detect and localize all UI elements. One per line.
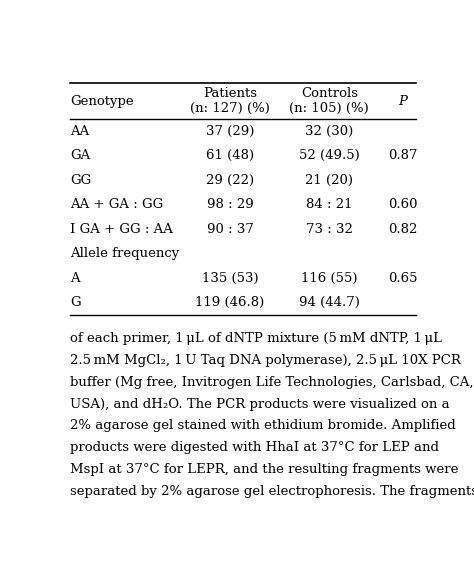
Text: 119 (46.8): 119 (46.8) <box>195 296 264 309</box>
Text: USA), and dH₂O. The PCR products were visualized on a: USA), and dH₂O. The PCR products were vi… <box>70 397 450 411</box>
Text: MspI at 37°C for LEPR, and the resulting fragments were: MspI at 37°C for LEPR, and the resulting… <box>70 463 459 476</box>
Text: Allele frequency: Allele frequency <box>70 247 180 260</box>
Text: 61 (48): 61 (48) <box>206 149 254 162</box>
Text: separated by 2% agarose gel electrophoresis. The fragments: separated by 2% agarose gel electrophore… <box>70 485 474 498</box>
Text: 135 (53): 135 (53) <box>202 272 258 285</box>
Text: 73 : 32: 73 : 32 <box>306 223 353 236</box>
Text: Controls
(n: 105) (%): Controls (n: 105) (%) <box>290 87 369 115</box>
Text: 98 : 29: 98 : 29 <box>207 198 254 211</box>
Text: AA + GA : GG: AA + GA : GG <box>70 198 164 211</box>
Text: Genotype: Genotype <box>70 95 134 108</box>
Text: 32 (30): 32 (30) <box>305 125 354 138</box>
Text: 37 (29): 37 (29) <box>206 125 254 138</box>
Text: 0.60: 0.60 <box>388 198 418 211</box>
Text: A: A <box>70 272 80 285</box>
Text: 116 (55): 116 (55) <box>301 272 357 285</box>
Text: P: P <box>398 95 407 108</box>
Text: 0.87: 0.87 <box>388 149 418 162</box>
Text: 2% agarose gel stained with ethidium bromide. Amplified: 2% agarose gel stained with ethidium bro… <box>70 420 456 433</box>
Text: 84 : 21: 84 : 21 <box>306 198 353 211</box>
Text: products were digested with HhaI at 37°C for LEP and: products were digested with HhaI at 37°C… <box>70 441 439 454</box>
Text: 0.65: 0.65 <box>388 272 418 285</box>
Text: 29 (22): 29 (22) <box>206 174 254 187</box>
Text: AA: AA <box>70 125 90 138</box>
Text: G: G <box>70 296 81 309</box>
Text: 94 (44.7): 94 (44.7) <box>299 296 360 309</box>
Text: 21 (20): 21 (20) <box>305 174 353 187</box>
Text: GA: GA <box>70 149 91 162</box>
Text: Patients
(n: 127) (%): Patients (n: 127) (%) <box>190 87 270 115</box>
Text: buffer (Mg free, Invitrogen Life Technologies, Carlsbad, CA,: buffer (Mg free, Invitrogen Life Technol… <box>70 376 474 389</box>
Text: 0.82: 0.82 <box>388 223 418 236</box>
Text: 52 (49.5): 52 (49.5) <box>299 149 360 162</box>
Text: I GA + GG : AA: I GA + GG : AA <box>70 223 173 236</box>
Text: 2.5 mM MgCl₂, 1 U Taq DNA polymerase), 2.5 μL 10X PCR: 2.5 mM MgCl₂, 1 U Taq DNA polymerase), 2… <box>70 354 461 367</box>
Text: of each primer, 1 μL of dNTP mixture (5 mM dNTP, 1 μL: of each primer, 1 μL of dNTP mixture (5 … <box>70 332 442 345</box>
Text: GG: GG <box>70 174 91 187</box>
Text: 90 : 37: 90 : 37 <box>207 223 254 236</box>
